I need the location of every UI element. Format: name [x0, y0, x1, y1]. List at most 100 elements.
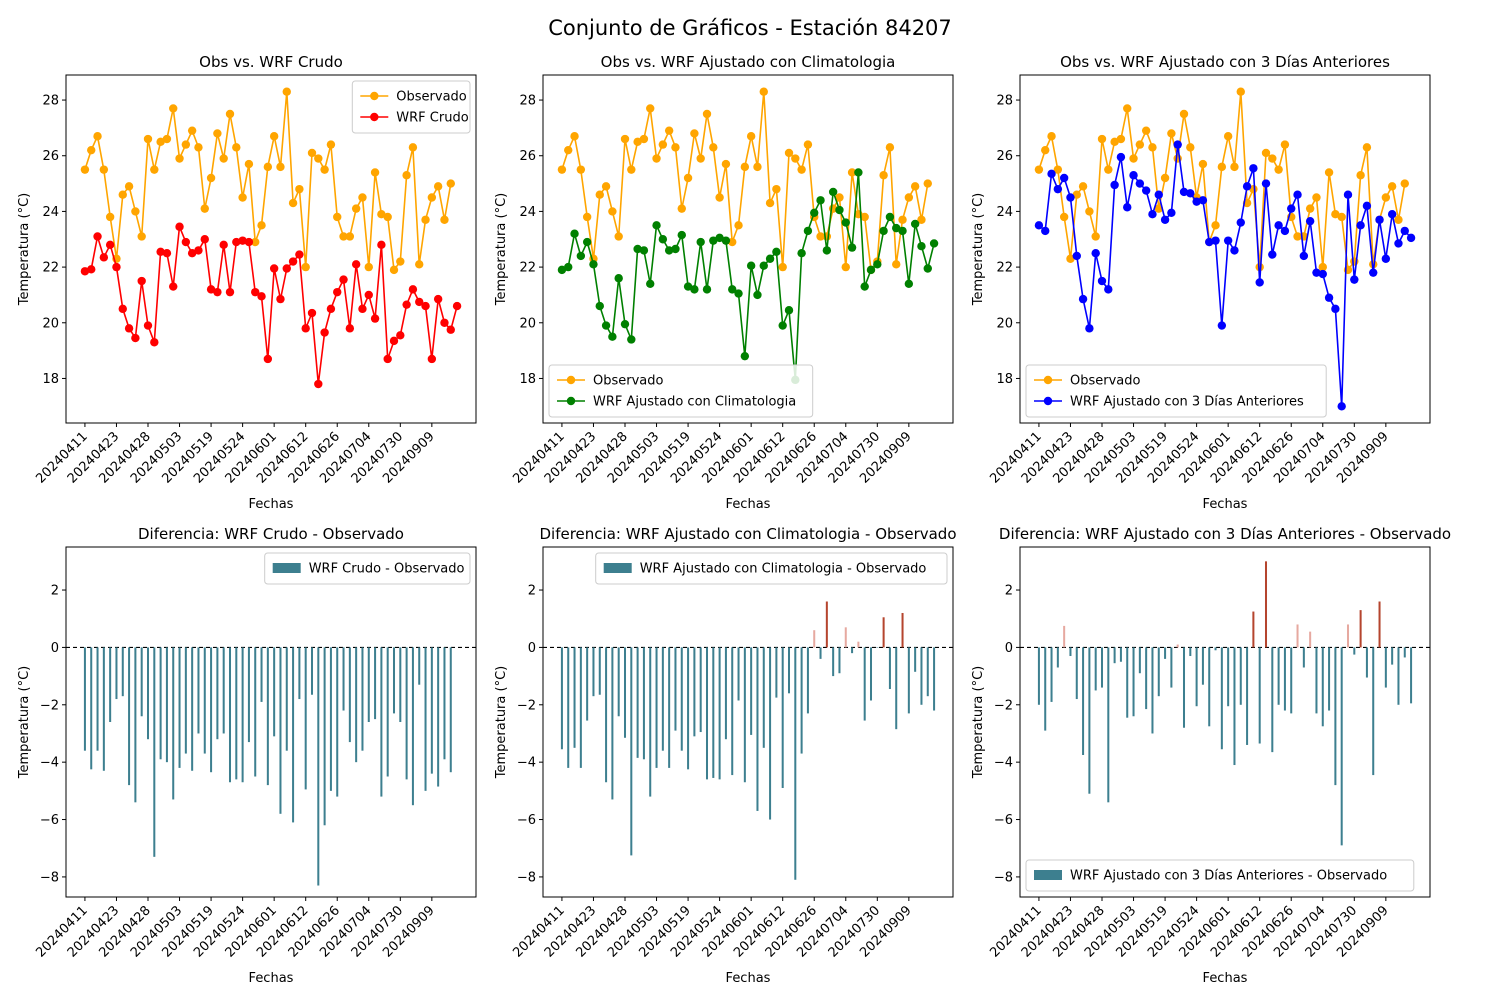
data-point	[1078, 294, 1088, 304]
bar	[1088, 647, 1091, 794]
data-point	[885, 143, 895, 152]
data-point	[690, 129, 699, 138]
data-point	[601, 182, 611, 191]
data-point	[658, 140, 668, 149]
data-point	[415, 297, 424, 307]
plot-frame	[542, 546, 954, 898]
data-point	[614, 274, 623, 283]
data-point	[345, 232, 355, 241]
data-point	[1242, 182, 1252, 191]
legend-label: WRF Crudo - Observado	[309, 562, 465, 577]
bar	[1410, 647, 1413, 704]
bar	[411, 647, 414, 806]
data-point	[652, 154, 661, 163]
legend: Observado WRF Ajustado con 3 Días Anterio…	[1025, 364, 1327, 418]
data-point	[99, 253, 109, 262]
bar	[203, 647, 206, 754]
data-point	[627, 335, 636, 344]
data-point	[421, 301, 430, 311]
bar	[712, 647, 715, 778]
bar	[1359, 610, 1362, 648]
data-point	[696, 237, 705, 247]
data-point	[1381, 254, 1391, 263]
data-point	[690, 285, 699, 294]
bar	[241, 647, 244, 783]
bar	[386, 647, 389, 777]
data-point	[446, 325, 455, 334]
data-point	[1167, 129, 1176, 138]
bar	[1290, 647, 1293, 714]
data-point	[696, 154, 705, 163]
bar	[285, 647, 288, 751]
data-point	[314, 154, 323, 163]
data-point	[1104, 285, 1113, 294]
data-point	[345, 324, 355, 333]
data-point	[263, 162, 273, 172]
data-point	[320, 328, 329, 337]
y-tick-label: 20	[519, 316, 536, 331]
plot-frame	[1019, 74, 1431, 424]
y-tick-label: 20	[996, 316, 1013, 331]
bar	[769, 647, 772, 820]
legend-marker	[1043, 375, 1053, 385]
bar	[623, 647, 627, 738]
data-point	[433, 294, 443, 304]
bar	[418, 647, 421, 685]
data-point	[576, 251, 586, 261]
data-point	[339, 232, 348, 241]
data-point	[1337, 402, 1346, 411]
y-axis-label: Temperatura (°C)	[17, 193, 32, 306]
data-point	[143, 134, 153, 144]
data-point	[440, 215, 449, 224]
data-point	[677, 230, 686, 240]
data-point	[1198, 159, 1208, 169]
bar	[674, 647, 677, 731]
bar	[1126, 647, 1129, 718]
data-point	[664, 246, 674, 255]
data-point	[1230, 246, 1239, 255]
bar	[1082, 647, 1085, 755]
subplot-title: Obs vs. WRF Ajustado con 3 Días Anterior…	[1060, 53, 1390, 71]
data-point	[137, 232, 146, 241]
data-point	[251, 287, 260, 297]
data-point	[1104, 165, 1113, 174]
data-point	[910, 219, 920, 229]
data-point	[910, 182, 920, 191]
bar	[819, 647, 822, 659]
data-point	[778, 262, 787, 272]
bar	[1296, 624, 1299, 648]
data-point	[169, 104, 178, 113]
bar	[1050, 647, 1053, 702]
data-point	[1230, 162, 1239, 172]
data-point	[784, 306, 794, 315]
bar	[153, 647, 156, 857]
data-point	[1078, 182, 1088, 191]
data-point	[1261, 179, 1271, 188]
data-point	[1400, 179, 1409, 188]
y-tick-label: 24	[42, 205, 59, 220]
data-point	[105, 212, 115, 222]
bar	[1340, 647, 1343, 846]
data-point	[282, 87, 291, 96]
data-point	[93, 232, 102, 241]
data-point	[440, 318, 449, 327]
data-point	[778, 321, 787, 330]
data-point	[1223, 236, 1233, 245]
bar	[1063, 625, 1066, 648]
data-point	[383, 354, 392, 364]
x-axis-label: Fechas	[249, 971, 294, 986]
data-point	[320, 165, 329, 174]
data-point	[1223, 132, 1233, 141]
data-point	[1356, 221, 1365, 230]
bar	[165, 647, 168, 763]
data-point	[301, 262, 310, 272]
data-point	[582, 237, 592, 247]
data-point	[415, 260, 424, 269]
subplot-title: Diferencia: WRF Ajustado con 3 Días Ante…	[999, 525, 1451, 543]
data-point	[1186, 143, 1195, 152]
subplot-5: Diferencia: WRF Ajustado con Climatologi…	[494, 525, 957, 986]
bar	[1239, 647, 1242, 705]
data-point	[105, 240, 115, 250]
data-point	[187, 126, 197, 135]
